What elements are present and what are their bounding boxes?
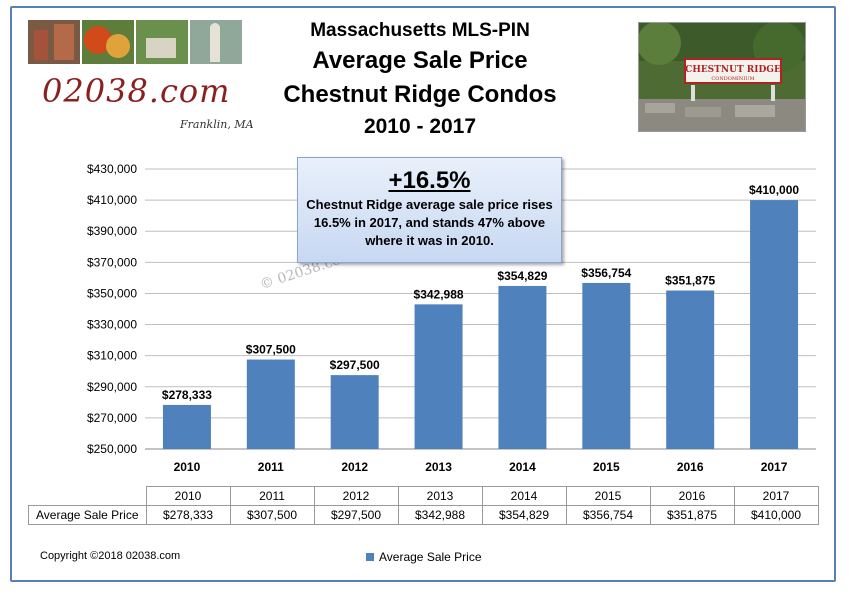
callout-box: +16.5% Chestnut Ridge average sale price…: [297, 157, 562, 263]
x-tick-label: 2011: [258, 460, 284, 474]
table-cell: $356,754: [565, 505, 651, 525]
table-header-cell: 2015: [565, 486, 651, 506]
y-tick-label: $410,000: [87, 193, 137, 207]
logo-subtitle: Franklin, MA: [180, 118, 254, 131]
data-label: $278,333: [162, 388, 212, 402]
title-line-4: 2010 - 2017: [363, 115, 477, 138]
bar: [246, 359, 295, 449]
table-header-row: 2010 2011 2012 2013 2014 2015 2016 2017: [28, 486, 819, 506]
legend-label: Average Sale Price: [379, 550, 482, 564]
sign-photo: CHESTNUT RIDGE CONDOMINIUM: [638, 22, 806, 132]
y-tick-label: $250,000: [87, 442, 137, 456]
table-cell: $410,000: [733, 505, 819, 525]
table-cell: $342,988: [397, 505, 483, 525]
bar: [750, 200, 799, 449]
data-table: 2010 2011 2012 2013 2014 2015 2016 2017 …: [28, 486, 819, 525]
data-label: $342,988: [414, 287, 464, 301]
table-row: Average Sale Price $278,333 $307,500 $29…: [28, 505, 819, 525]
callout-headline: +16.5%: [388, 167, 471, 194]
bar: [414, 304, 463, 449]
table-header-cell: 2011: [229, 486, 315, 506]
x-tick-label: 2017: [761, 460, 788, 474]
town-photos: [28, 20, 242, 64]
table-header-cell: 2013: [397, 486, 483, 506]
x-tick-label: 2015: [593, 460, 620, 474]
data-label: $354,829: [497, 269, 547, 283]
bar: [162, 404, 211, 449]
table-cell: $354,829: [481, 505, 567, 525]
legend: Average Sale Price: [366, 550, 482, 564]
table-corner: [28, 486, 147, 506]
bar: [330, 375, 379, 449]
copyright-text: Copyright ©2018 02038.com: [40, 550, 181, 562]
table-header-cell: 2016: [649, 486, 735, 506]
table-cell: $278,333: [145, 505, 231, 525]
callout-body: Chestnut Ridge average sale price rises …: [306, 197, 553, 248]
data-label: $356,754: [581, 266, 631, 280]
bar: [498, 285, 547, 449]
y-tick-label: $390,000: [87, 224, 137, 238]
legend-swatch: [366, 553, 374, 561]
data-label: $351,875: [665, 274, 715, 288]
y-tick-label: $290,000: [87, 380, 137, 394]
y-tick-label: $330,000: [87, 318, 137, 332]
table-header-cell: 2014: [481, 486, 567, 506]
title-line-3: Chestnut Ridge Condos: [283, 81, 557, 108]
y-tick-label: $370,000: [87, 255, 137, 269]
x-tick-label: 2014: [509, 460, 536, 474]
table-series-name: Average Sale Price: [28, 505, 147, 525]
data-label: $297,500: [330, 358, 380, 372]
table-header-cell: 2017: [733, 486, 819, 506]
y-tick-label: $430,000: [87, 162, 137, 176]
title-line-2: Average Sale Price: [312, 47, 528, 74]
sign-text: CHESTNUT RIDGE: [685, 65, 781, 75]
sign-subtext: CONDOMINIUM: [711, 76, 754, 82]
bar: [666, 290, 715, 449]
data-label: $410,000: [749, 183, 799, 197]
title-line-1: Massachusetts MLS-PIN: [310, 20, 530, 41]
table-header-cell: 2012: [313, 486, 399, 506]
logo-text: 02038.com: [42, 72, 231, 110]
chart-title: Massachusetts MLS-PIN Average Sale Price…: [240, 18, 600, 142]
table-cell: $297,500: [313, 505, 399, 525]
y-tick-label: $350,000: [87, 286, 137, 300]
table-cell: $351,875: [649, 505, 735, 525]
data-label: $307,500: [246, 343, 296, 357]
x-tick-label: 2012: [341, 460, 368, 474]
y-tick-label: $310,000: [87, 349, 137, 363]
x-tick-label: 2013: [425, 460, 452, 474]
table-cell: $307,500: [229, 505, 315, 525]
y-tick-label: $270,000: [87, 411, 137, 425]
table-header-cell: 2010: [145, 486, 231, 506]
x-tick-label: 2010: [174, 460, 201, 474]
x-tick-label: 2016: [677, 460, 704, 474]
bar: [582, 282, 631, 449]
